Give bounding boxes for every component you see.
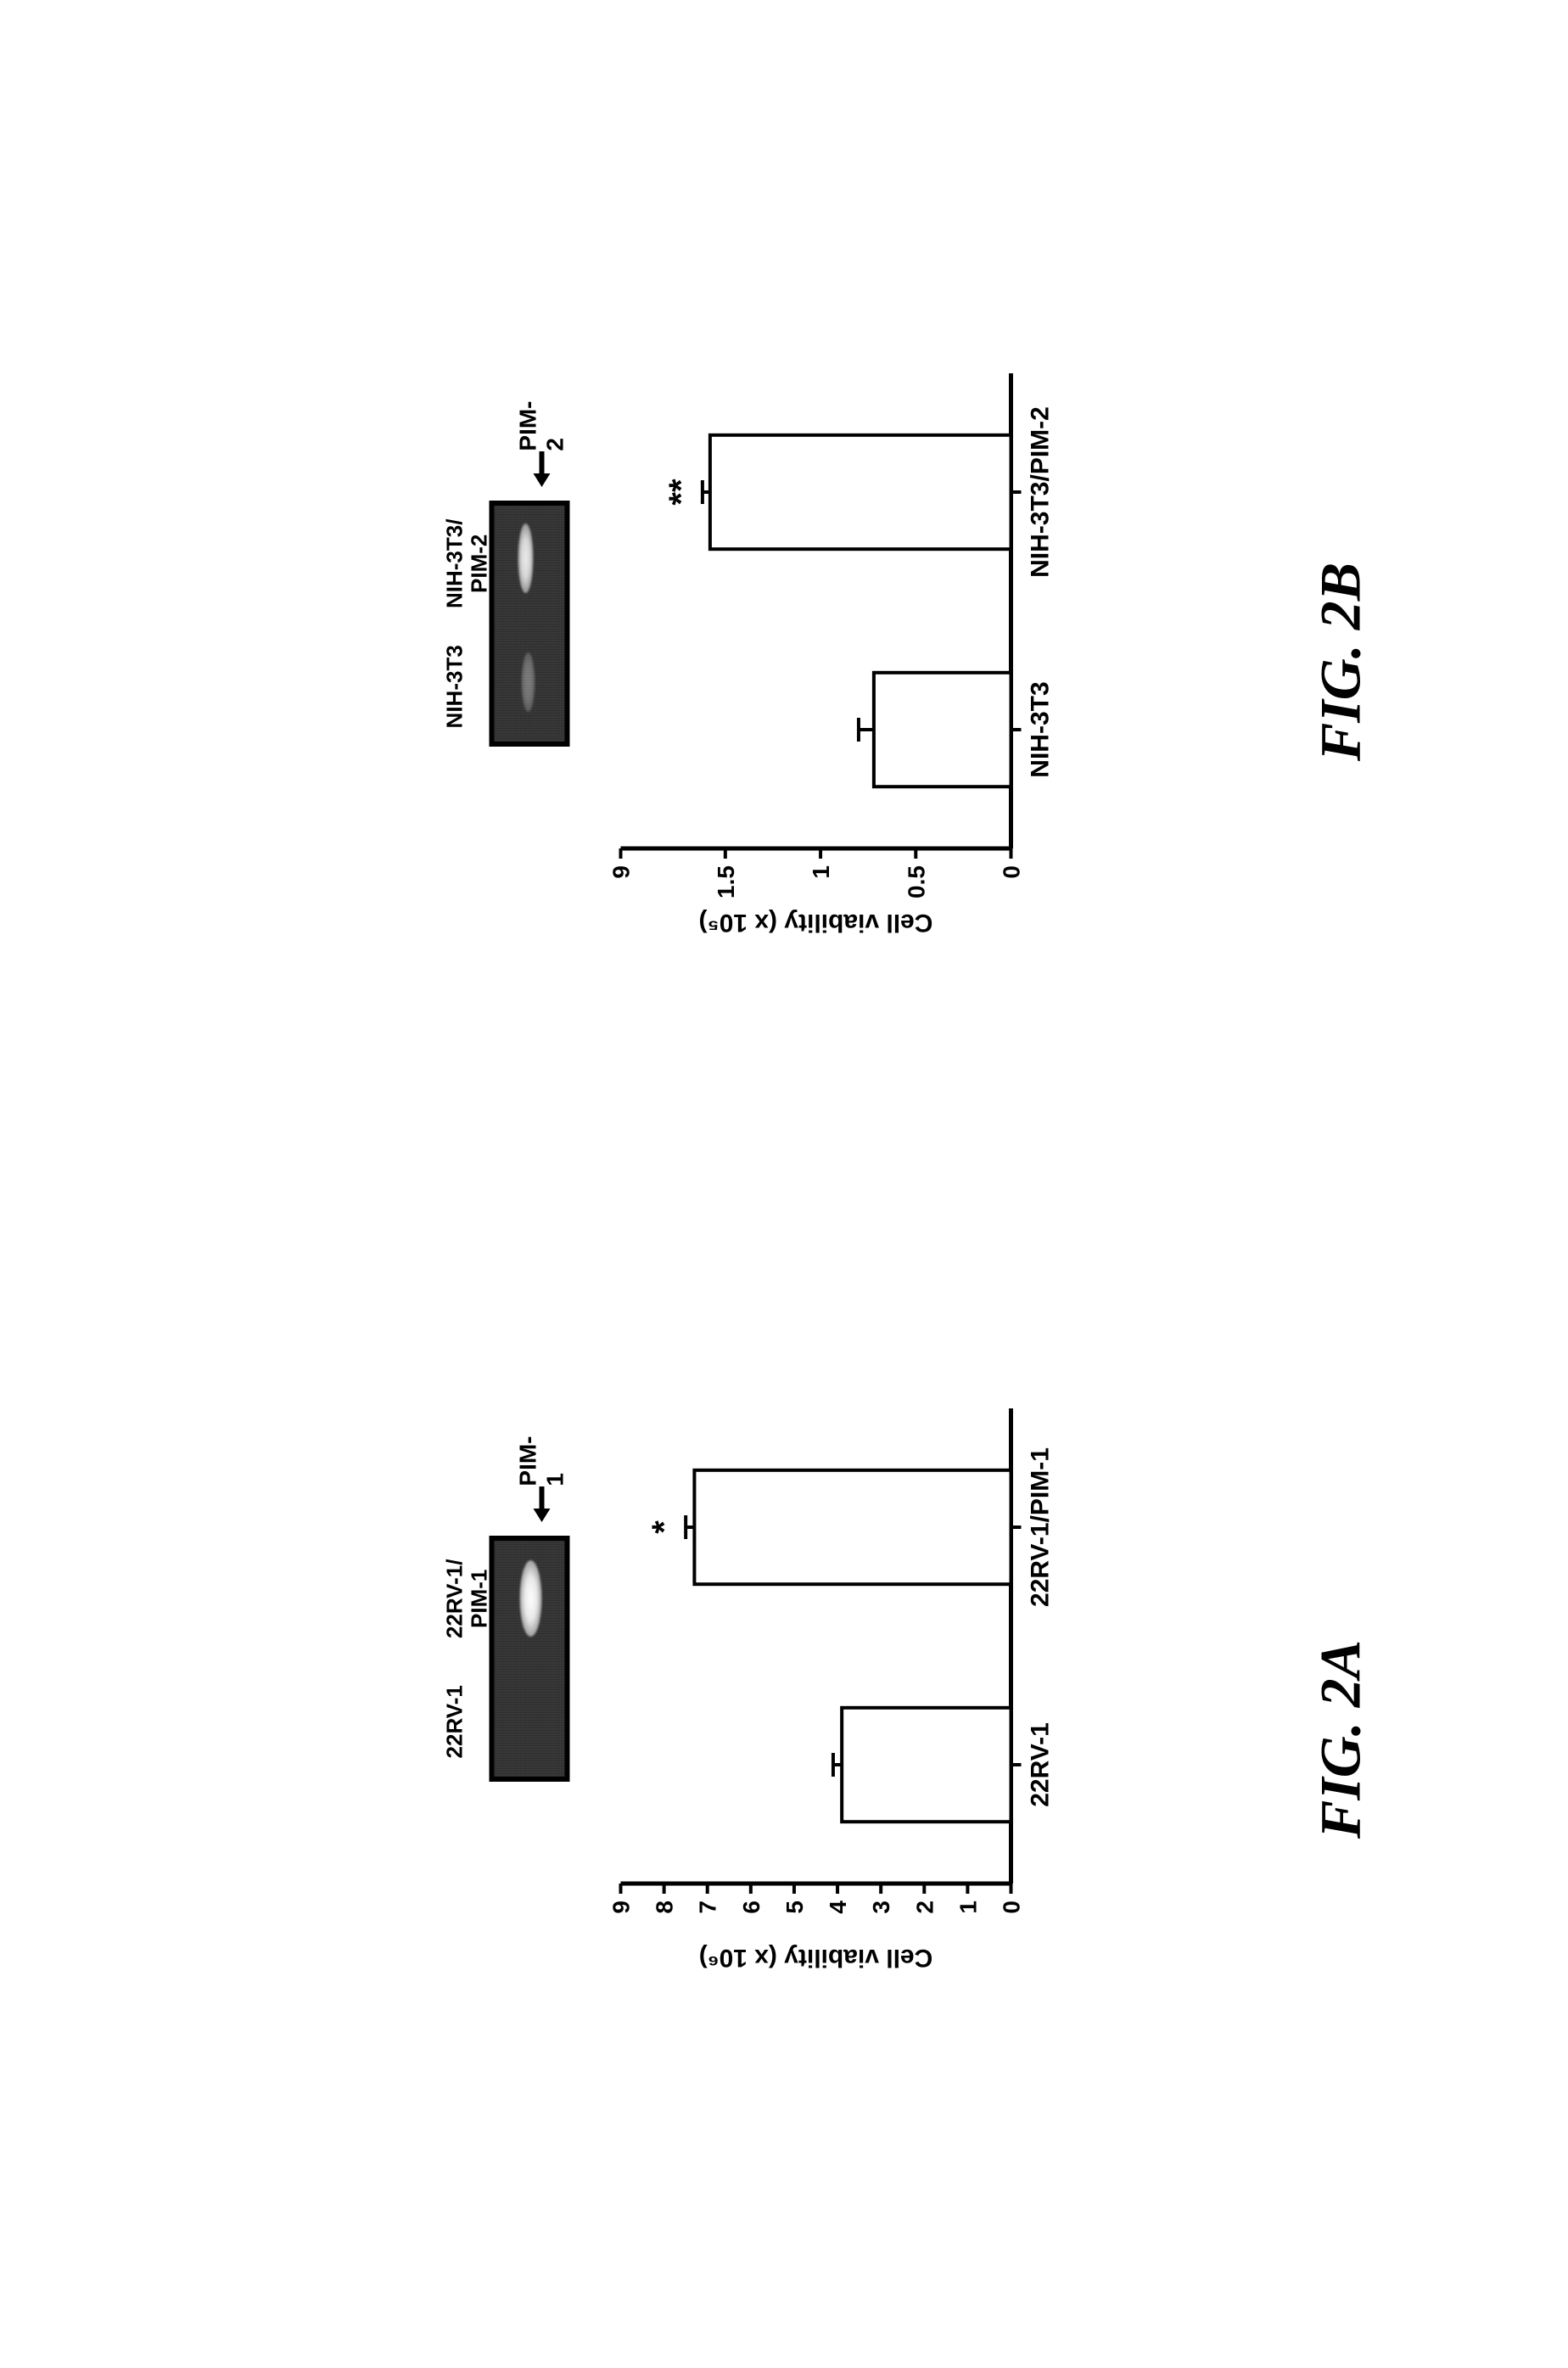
svg-text:7: 7 [695, 1901, 721, 1914]
svg-text:0: 0 [999, 865, 1025, 879]
svg-text:0.5: 0.5 [903, 865, 929, 898]
arrow-icon [534, 456, 551, 487]
caption-fig-2b: FIG. 2B [1308, 563, 1375, 761]
svg-text:0: 0 [999, 1901, 1025, 1914]
x-labels-b: NIH-3T3 NIH-3T3/PIM-2 [1011, 406, 1055, 778]
svg-text:1: 1 [808, 865, 834, 879]
svg-text:*: * [646, 1520, 683, 1534]
caption-fig-2a: FIG. 2A [1308, 1640, 1375, 1839]
bar-chart-b: 0 0.5 1 1.5 9 NIH-3T3 NIH-3T3/PIM-2 ** Cell v… [604, 348, 1079, 942]
arrow-icon [534, 1492, 551, 1522]
svg-text:**: ** [663, 479, 700, 506]
svg-text:9: 9 [608, 1901, 635, 1914]
svg-text:2: 2 [911, 1901, 938, 1914]
svg-text:6: 6 [738, 1901, 764, 1914]
gel-label-a-2: 22RV-1/ PIM-1 [443, 1559, 491, 1638]
bars-a [686, 1470, 1011, 1822]
svg-text:1: 1 [955, 1901, 981, 1914]
gel-label-b-1: NIH-3T3 [443, 645, 491, 728]
x-labels-a: 22RV-1 22RV-1/PIM-1 [1011, 1447, 1055, 1807]
gel-image-b: NIH-3T3 NIH-3T3/ PIM-2 PIM-2 [490, 501, 570, 747]
bar-chart-a: 0 1 2 3 4 5 6 7 8 9 22RV-1 22RV-1/PIM-1 * Cell via… [604, 1383, 1079, 1977]
panel-fig-2a: 22RV-1 22RV-1/ PIM-1 PIM-1 0 1 2 3 4 5 6 7 8 9 [490, 1383, 1079, 1977]
panel-fig-2b: NIH-3T3 NIH-3T3/ PIM-2 PIM-2 0 0.5 1 1.5 9 N… [490, 348, 1079, 942]
svg-text:NIH-3T3: NIH-3T3 [1027, 681, 1055, 777]
y-axis-ticks-a: 0 1 2 3 4 5 6 7 8 9 [608, 1884, 1025, 1914]
svg-text:4: 4 [825, 1901, 851, 1914]
svg-text:5: 5 [781, 1901, 808, 1914]
svg-text:8: 8 [652, 1901, 678, 1914]
gel-image-a: 22RV-1 22RV-1/ PIM-1 PIM-1 [490, 1536, 570, 1782]
gel-annotation-b: PIM-2 [515, 396, 569, 451]
svg-text:3: 3 [868, 1901, 894, 1914]
gel-label-b-2: NIH-3T3/ PIM-2 [443, 519, 491, 608]
sig-b: ** [663, 479, 700, 506]
svg-text:22RV-1: 22RV-1 [1027, 1722, 1055, 1807]
svg-text:1.5: 1.5 [713, 865, 739, 898]
gel-annotation-a: PIM-1 [515, 1431, 569, 1486]
sig-a: * [646, 1520, 683, 1534]
svg-text:NIH-3T3/PIM-2: NIH-3T3/PIM-2 [1027, 406, 1055, 578]
bars-b [703, 435, 1011, 787]
y-axis-ticks-b: 0 0.5 1 1.5 9 [608, 848, 1025, 898]
y-axis-label-b: Cell viability (x 10⁵) [699, 909, 933, 937]
svg-text:22RV-1/PIM-1: 22RV-1/PIM-1 [1027, 1447, 1055, 1607]
y-axis-label-a: Cell viability (x 10⁶) [699, 1944, 933, 1972]
svg-text:9: 9 [608, 865, 635, 879]
gel-label-a-1: 22RV-1 [443, 1685, 491, 1758]
